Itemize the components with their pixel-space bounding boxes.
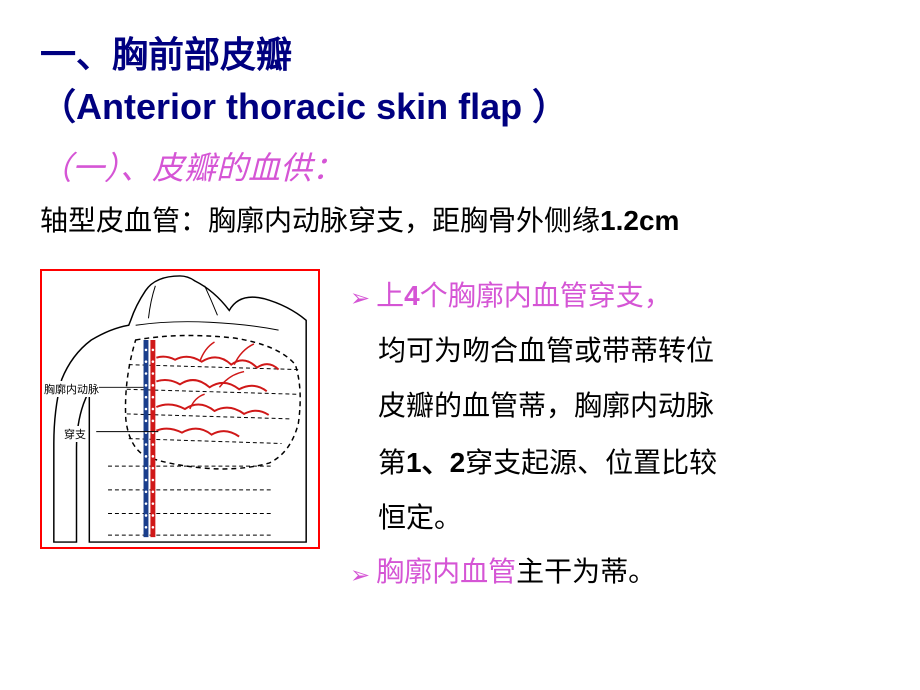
axial-prefix: 轴型皮血管：胸廓内动脉穿支，距胸骨外侧缘 — [40, 206, 600, 237]
slide-container: 一、胸前部皮瓣 （Anterior thoracic skin flap ） （… — [0, 0, 920, 634]
title-line2: （Anterior thoracic skin flap ） — [40, 82, 880, 132]
bullet1-text: 上4个胸廓内血管穿支， — [376, 274, 672, 320]
bullet-2: ➢ 胸廓内血管主干为蒂。 — [350, 551, 880, 596]
paren-open: （ — [40, 86, 76, 127]
body-line1: 均可为吻合血管或带蒂转位 — [350, 328, 880, 376]
bullet1-suffix: 个胸廓内血管穿支， — [420, 281, 672, 312]
anatomy-diagram: 胸廓内动脉 穿支 — [40, 269, 320, 549]
title-line1: 一、胸前部皮瓣 — [40, 30, 880, 80]
bullet2-pink: 胸廓内血管 — [376, 557, 516, 588]
body-line2: 皮瓣的血管蒂，胸廓内动脉 — [350, 383, 880, 431]
body-line3-post: 穿支起源、位置比较 — [465, 448, 717, 479]
axial-vessel-text: 轴型皮血管：胸廓内动脉穿支，距胸骨外侧缘1.2cm — [40, 199, 880, 239]
subtitle-blood-supply: （一）、皮瓣的血供： — [40, 143, 880, 189]
bullet-marker-icon-2: ➢ — [350, 557, 370, 595]
body-line3-nums: 1、2 — [406, 447, 465, 478]
body-line4: 恒定。 — [350, 495, 880, 543]
text-content: ➢ 上4个胸廓内血管穿支， 均可为吻合血管或带蒂转位 皮瓣的血管蒂，胸廓内动脉 … — [350, 269, 880, 604]
axial-value: 1.2cm — [600, 205, 679, 236]
bullet2-text: 胸廓内血管主干为蒂。 — [376, 551, 656, 596]
bullet1-prefix: 上 — [376, 281, 404, 312]
bullet1-num: 4 — [404, 280, 420, 311]
diagram-label-artery: 胸廓内动脉 — [44, 381, 99, 397]
bullet2-black: 主干为蒂。 — [516, 557, 656, 588]
bullet-marker-icon: ➢ — [350, 280, 370, 318]
diagram-label-perforator: 穿支 — [64, 426, 86, 442]
body-line3-pre: 第 — [378, 448, 406, 479]
content-area: 胸廓内动脉 穿支 ➢ 上4个胸廓内血管穿支， 均可为吻合血管或带蒂转位 皮瓣的血… — [40, 269, 880, 604]
paren-close: ） — [532, 86, 568, 127]
bullet-1: ➢ 上4个胸廓内血管穿支， — [350, 274, 880, 320]
title-english: Anterior thoracic skin flap — [76, 86, 532, 127]
anatomy-svg — [42, 271, 318, 547]
body-line3: 第1、2穿支起源、位置比较 — [350, 439, 880, 488]
